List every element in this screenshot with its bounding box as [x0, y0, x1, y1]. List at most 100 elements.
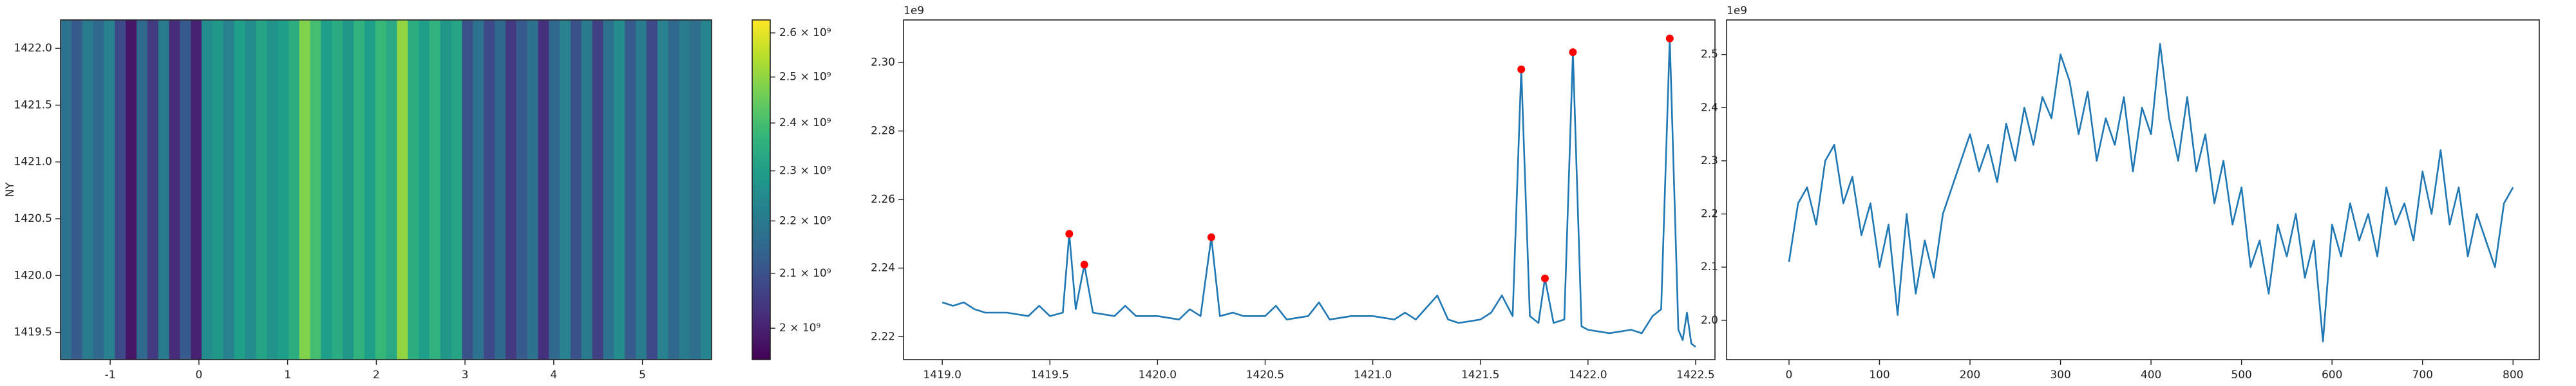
heatmap-cell: [408, 20, 419, 360]
heatmap-cell: [158, 20, 170, 360]
y-tick-label: 1421.0: [14, 156, 52, 169]
heatmap-cell: [321, 20, 332, 360]
colorbar-tick-label: 2.5 × 10⁹: [779, 71, 831, 84]
x-tick-label: 500: [2231, 369, 2251, 381]
heatmap-cell: [657, 20, 669, 360]
heatmap-cell: [527, 20, 538, 360]
heatmap-cell: [668, 20, 680, 360]
x-tick-label: 800: [2503, 369, 2523, 381]
offset-label: 1e9: [1727, 5, 1747, 17]
x-tick-label: 1420.0: [1139, 369, 1177, 381]
x-tick-label: 700: [2412, 369, 2432, 381]
heatmap-cell: [104, 20, 115, 360]
heatmap-cell: [690, 20, 701, 360]
heatmap-cell: [679, 20, 690, 360]
heatmap-cell: [71, 20, 83, 360]
heatmap-cell: [701, 20, 712, 360]
x-tick-label: 5: [639, 369, 646, 381]
heatmap-cell: [462, 20, 473, 360]
heatmap-cell: [288, 20, 300, 360]
colorbar-tick-label: 2.2 × 10⁹: [779, 214, 831, 227]
heatmap-cell: [614, 20, 625, 360]
peak-marker: [1540, 274, 1549, 282]
heatmap-cell: [299, 20, 311, 360]
heatmap-cell: [136, 20, 148, 360]
heatmap-cell: [505, 20, 517, 360]
heatmap-cell: [419, 20, 430, 360]
heatmap-cell: [343, 20, 354, 360]
x-tick-label: 3: [462, 369, 469, 381]
heatmap-cell: [202, 20, 213, 360]
x-tick-label: 1421.0: [1354, 369, 1392, 381]
y-tick-label: 2.4: [1701, 101, 1718, 114]
heatmap-cell: [636, 20, 647, 360]
colorbar-tick-label: 2.1 × 10⁹: [779, 267, 831, 280]
heatmap-cell: [223, 20, 235, 360]
colorbar-frame: [752, 19, 771, 360]
x-tick-label: 1422.0: [1569, 369, 1607, 381]
heatmap-cell: [267, 20, 278, 360]
heatmap-cell: [147, 20, 159, 360]
y-tick-label: 1420.0: [14, 269, 52, 282]
heatmap-cell: [429, 20, 441, 360]
heatmap-cell: [538, 20, 549, 360]
colorbar-tick-label: 2.3 × 10⁹: [779, 165, 831, 178]
heatmap-cell: [603, 20, 614, 360]
heatmap-cell: [169, 20, 180, 360]
x-tick-label: 100: [1869, 369, 1889, 381]
heatmap-cell: [353, 20, 365, 360]
heatmap-cell: [245, 20, 256, 360]
heatmap-cell: [256, 20, 267, 360]
heatmap-cell: [364, 20, 376, 360]
heatmap-cell: [212, 20, 224, 360]
data-line: [1788, 42, 2514, 343]
y-tick-label: 1420.5: [14, 212, 52, 225]
y-tick-label: 1422.0: [14, 42, 52, 55]
heatmap-cell: [592, 20, 604, 360]
heatmap-cell: [495, 20, 506, 360]
x-tick-label: 200: [1960, 369, 1980, 381]
y-tick-label: 2.22: [871, 330, 895, 343]
heatmap-cell: [234, 20, 246, 360]
y-tick-label: 2.1: [1701, 261, 1718, 273]
heatmap-cell: [473, 20, 484, 360]
peak-marker: [1065, 230, 1074, 238]
x-tick-label: 0: [1786, 369, 1793, 381]
heatmap-cell: [115, 20, 126, 360]
heatmap-cell: [440, 20, 452, 360]
y-tick-label: 2.24: [871, 262, 895, 275]
heatmap-cell: [570, 20, 582, 360]
heatmap-cell: [646, 20, 658, 360]
heatmap-cell: [581, 20, 593, 360]
y-tick-label: 2.26: [871, 193, 895, 206]
y-tick-label: 1419.5: [14, 326, 52, 339]
y-tick-label: 2.2: [1701, 208, 1718, 221]
heatmap-cell: [516, 20, 528, 360]
x-tick-label: 4: [550, 369, 557, 381]
plot-frame: [1726, 19, 2540, 360]
colorbar: [752, 20, 770, 360]
heatmap-cell: [278, 20, 289, 360]
heatmap-cell: [549, 20, 560, 360]
heatmap-cell: [386, 20, 397, 360]
offset-label: 1e9: [904, 5, 924, 17]
heatmap-cell: [180, 20, 191, 360]
peak-marker: [1665, 34, 1674, 42]
heatmap-cell: [61, 20, 72, 360]
y-tick-label: 2.30: [871, 56, 895, 69]
heatmap-cell: [191, 20, 202, 360]
y-axis-label: NY: [4, 182, 17, 198]
heatmap-cell: [397, 20, 408, 360]
heatmap-cell: [375, 20, 387, 360]
heatmap-cell: [82, 20, 94, 360]
x-tick-label: 300: [2050, 369, 2070, 381]
heatmap-cell: [126, 20, 137, 360]
y-tick-label: 1421.5: [14, 98, 52, 111]
y-tick-label: 2.3: [1701, 154, 1718, 167]
x-tick-label: 1421.5: [1461, 369, 1499, 381]
plot-frame: [60, 19, 712, 360]
x-tick-label: -1: [105, 369, 116, 381]
x-tick-label: 1420.5: [1246, 369, 1284, 381]
